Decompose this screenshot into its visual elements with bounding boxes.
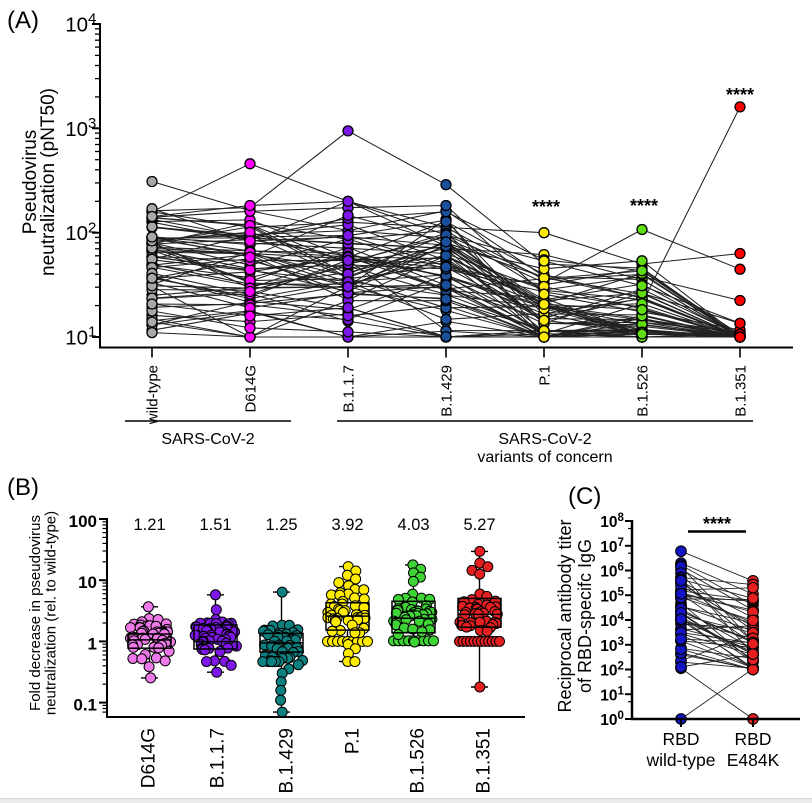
svg-text:1.51: 1.51	[199, 516, 231, 534]
svg-text:10: 10	[600, 687, 617, 704]
svg-text:10: 10	[65, 14, 88, 37]
svg-text:SARS-CoV-2: SARS-CoV-2	[161, 431, 254, 448]
svg-text:(B): (B)	[7, 474, 39, 501]
svg-text:1: 1	[88, 324, 96, 341]
svg-text:B.1.351: B.1.351	[474, 728, 495, 794]
svg-text:10: 10	[600, 712, 617, 729]
svg-text:0.1: 0.1	[73, 696, 97, 715]
svg-text:5.27: 5.27	[463, 516, 495, 534]
svg-text:B.1.351: B.1.351	[733, 365, 750, 417]
svg-text:1.25: 1.25	[265, 516, 297, 534]
svg-text:1: 1	[88, 634, 97, 653]
svg-text:B.1.429: B.1.429	[439, 365, 456, 417]
svg-text:variants of concern: variants of concern	[477, 449, 612, 466]
svg-text:RBD: RBD	[663, 729, 700, 749]
svg-text:10: 10	[600, 663, 617, 680]
svg-text:3.92: 3.92	[331, 516, 363, 534]
svg-text:(C): (C)	[568, 483, 601, 510]
svg-text:10: 10	[65, 118, 88, 141]
svg-text:100: 100	[69, 512, 97, 531]
svg-text:B.1.526: B.1.526	[635, 365, 652, 417]
svg-text:6: 6	[618, 562, 624, 574]
svg-text:0: 0	[618, 710, 624, 722]
svg-text:(A): (A)	[7, 7, 39, 34]
svg-text:10: 10	[600, 564, 617, 581]
svg-text:10: 10	[78, 573, 97, 592]
svg-text:****: ****	[630, 196, 658, 216]
svg-text:RBD: RBD	[735, 729, 772, 749]
svg-text:D614G: D614G	[139, 728, 160, 788]
svg-text:3: 3	[88, 115, 96, 132]
svg-text:1.21: 1.21	[133, 516, 165, 534]
svg-text:of RBD-specifc IgG: of RBD-specifc IgG	[575, 539, 595, 693]
svg-text:2: 2	[88, 219, 96, 236]
svg-text:1: 1	[618, 685, 625, 697]
svg-text:neutralization (rel. to wild-t: neutralization (rel. to wild-type)	[43, 511, 60, 715]
svg-text:B.1.429: B.1.429	[277, 728, 298, 794]
svg-text:E484K: E484K	[727, 750, 780, 770]
svg-text:wild-type: wild-type	[145, 365, 162, 425]
svg-text:10: 10	[600, 588, 617, 605]
svg-text:10: 10	[65, 326, 88, 349]
svg-text:Pseudovirus: Pseudovirus	[20, 130, 41, 235]
svg-text:10: 10	[600, 539, 617, 556]
svg-text:****: ****	[726, 85, 754, 105]
svg-text:****: ****	[532, 197, 560, 217]
svg-text:D614G: D614G	[243, 365, 260, 413]
svg-text:neutralization (pNT50): neutralization (pNT50)	[38, 88, 59, 276]
svg-text:B.1.1.7: B.1.1.7	[208, 728, 229, 788]
svg-text:10: 10	[600, 514, 617, 531]
svg-text:4: 4	[618, 611, 625, 623]
svg-text:****: ****	[703, 514, 731, 534]
svg-text:Reciprocal antibody titer: Reciprocal antibody titer	[555, 519, 575, 712]
svg-text:4.03: 4.03	[397, 516, 429, 534]
svg-text:10: 10	[65, 222, 88, 245]
svg-text:P.1: P.1	[343, 728, 364, 754]
svg-text:5: 5	[618, 586, 625, 598]
svg-text:B.1.526: B.1.526	[408, 728, 429, 794]
svg-text:P.1: P.1	[537, 365, 554, 386]
svg-text:Fold decrease in pseudovirus: Fold decrease in pseudovirus	[27, 515, 44, 711]
svg-text:10: 10	[600, 638, 617, 655]
svg-text:4: 4	[88, 11, 96, 28]
svg-text:10: 10	[600, 613, 617, 630]
svg-text:B.1.1.7: B.1.1.7	[341, 365, 358, 413]
svg-text:3: 3	[618, 636, 624, 648]
svg-text:wild-type: wild-type	[645, 750, 715, 770]
svg-text:SARS-CoV-2: SARS-CoV-2	[498, 431, 591, 448]
svg-text:8: 8	[618, 512, 625, 524]
svg-text:2: 2	[618, 661, 624, 673]
svg-text:7: 7	[618, 537, 624, 549]
